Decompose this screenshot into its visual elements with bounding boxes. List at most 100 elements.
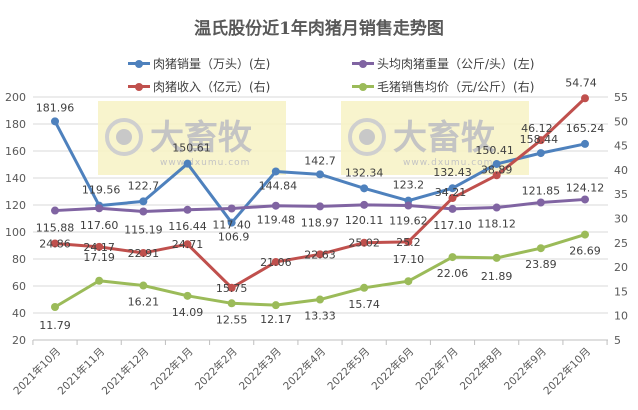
- y-left-tick: 80: [12, 253, 26, 266]
- y-left-tick: 20: [12, 334, 26, 347]
- data-point[interactable]: [271, 201, 280, 210]
- data-point[interactable]: [183, 291, 192, 300]
- x-axis-label: 2022年4月: [280, 345, 328, 393]
- data-label: 21.06: [260, 256, 292, 269]
- data-label: 115.19: [124, 223, 163, 236]
- legend-item-pig-sales-volume[interactable]: 肉猪销量（万头）(左): [128, 55, 270, 72]
- data-label: 34.21: [435, 186, 467, 199]
- data-point[interactable]: [271, 257, 280, 266]
- data-point[interactable]: [183, 159, 192, 168]
- watermark-logo-icon: [116, 129, 132, 145]
- data-label: 106.9: [218, 231, 250, 244]
- data-point[interactable]: [51, 303, 59, 312]
- data-label: 115.88: [36, 222, 75, 235]
- data-label: 22.06: [437, 267, 469, 280]
- legend-item-avg-price[interactable]: 毛猪销售均价（元/公斤）(右): [352, 78, 534, 95]
- data-point[interactable]: [139, 248, 148, 257]
- y-left-tick: 200: [5, 91, 26, 104]
- data-label: 25.2: [396, 236, 421, 249]
- data-point[interactable]: [227, 283, 236, 292]
- legend-marker-icon: [128, 82, 150, 91]
- data-point[interactable]: [581, 94, 589, 103]
- data-point[interactable]: [183, 240, 192, 249]
- data-point[interactable]: [51, 239, 59, 248]
- y-right-tick: 50: [614, 115, 628, 128]
- y-right-tick: 30: [614, 213, 628, 226]
- y-right-tick: 40: [614, 164, 628, 177]
- data-label: 12.17: [260, 313, 292, 326]
- data-point[interactable]: [271, 301, 280, 310]
- data-point[interactable]: [404, 277, 413, 286]
- data-label: 119.48: [257, 214, 296, 227]
- data-point[interactable]: [139, 197, 148, 206]
- data-point[interactable]: [95, 204, 104, 213]
- data-point[interactable]: [448, 204, 457, 213]
- data-label: 120.11: [345, 214, 384, 227]
- data-point[interactable]: [139, 207, 148, 216]
- data-label: 119.62: [389, 215, 428, 228]
- data-point[interactable]: [492, 253, 501, 262]
- legend-label: 头均肉猪重量（公斤/头）(左): [377, 57, 535, 71]
- data-point[interactable]: [448, 194, 457, 203]
- data-point[interactable]: [581, 139, 589, 148]
- data-label: 132.34: [345, 166, 384, 179]
- data-label: 38.89: [481, 163, 513, 176]
- x-axis-label: 2022年7月: [413, 345, 461, 393]
- data-point[interactable]: [536, 149, 545, 158]
- data-point[interactable]: [51, 206, 59, 215]
- data-point[interactable]: [95, 276, 104, 285]
- data-point[interactable]: [360, 200, 369, 209]
- data-point[interactable]: [536, 198, 545, 207]
- data-point[interactable]: [227, 218, 236, 227]
- data-point[interactable]: [227, 299, 236, 308]
- legend-marker-icon: [128, 59, 150, 68]
- data-label: 17.10: [393, 253, 425, 266]
- data-point[interactable]: [492, 159, 501, 168]
- data-point[interactable]: [404, 237, 413, 246]
- data-point[interactable]: [360, 283, 369, 292]
- data-point[interactable]: [448, 253, 457, 262]
- data-label: 15.75: [216, 282, 248, 295]
- data-label: 12.55: [216, 313, 248, 326]
- data-point[interactable]: [95, 242, 104, 251]
- data-label: 142.7: [304, 154, 336, 167]
- data-point[interactable]: [316, 295, 324, 304]
- data-point[interactable]: [360, 238, 369, 247]
- data-label: 158.44: [520, 133, 559, 146]
- y-right-tick: 35: [614, 188, 628, 201]
- data-point[interactable]: [404, 201, 413, 210]
- data-point[interactable]: [316, 250, 324, 259]
- data-point[interactable]: [271, 167, 280, 176]
- watermark-text: 大畜牧: [150, 118, 253, 158]
- data-label: 13.33: [304, 310, 336, 323]
- data-point[interactable]: [536, 244, 545, 253]
- legend-item-avg-weight[interactable]: 头均肉猪重量（公斤/头）(左): [352, 55, 534, 72]
- data-label: 123.2: [393, 179, 425, 192]
- y-right-tick: 20: [614, 261, 628, 274]
- data-point[interactable]: [183, 205, 192, 214]
- data-point[interactable]: [51, 117, 59, 126]
- data-label: 22.63: [304, 248, 336, 261]
- data-label: 117.10: [433, 219, 472, 232]
- data-point[interactable]: [492, 203, 501, 212]
- data-label: 15.74: [348, 298, 380, 311]
- data-point[interactable]: [139, 281, 148, 290]
- legend-item-pig-revenue[interactable]: 肉猪收入（亿元）(右): [128, 78, 270, 95]
- watermark-logo-icon: [359, 129, 375, 145]
- data-point[interactable]: [227, 204, 236, 213]
- legend-label: 肉猪销量（万头）(左): [153, 57, 271, 71]
- y-right-tick: 45: [614, 140, 628, 153]
- y-left-tick: 60: [12, 280, 26, 293]
- data-point[interactable]: [492, 171, 501, 180]
- data-point[interactable]: [581, 195, 589, 204]
- data-point[interactable]: [581, 230, 589, 239]
- data-label: 117.40: [212, 219, 251, 232]
- data-label: 24.17: [83, 241, 115, 254]
- data-point[interactable]: [448, 184, 457, 193]
- data-label: 24.86: [39, 237, 71, 250]
- data-point[interactable]: [316, 202, 324, 211]
- x-axis-label: 2022年5月: [325, 345, 373, 393]
- data-point[interactable]: [316, 170, 324, 179]
- data-point[interactable]: [360, 184, 369, 193]
- data-point[interactable]: [536, 136, 545, 145]
